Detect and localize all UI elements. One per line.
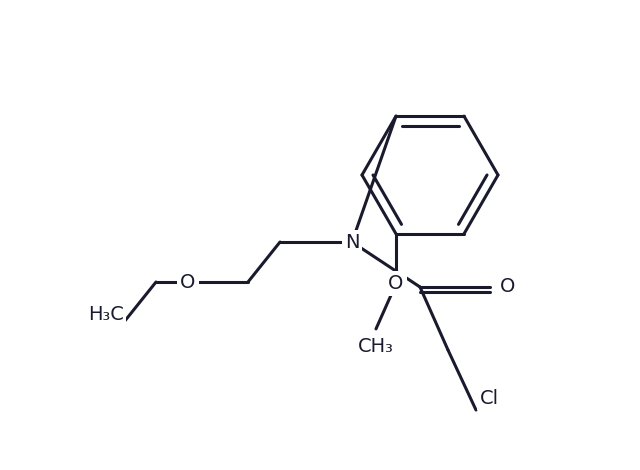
Text: 3: 3 xyxy=(115,303,123,317)
Text: H₃C: H₃C xyxy=(88,305,124,323)
Text: O: O xyxy=(388,274,404,293)
Text: O: O xyxy=(180,273,196,291)
Text: Cl: Cl xyxy=(480,389,499,407)
Text: C: C xyxy=(113,303,126,321)
Text: N: N xyxy=(345,233,359,251)
Text: CH₃: CH₃ xyxy=(358,337,394,356)
Text: O: O xyxy=(500,277,515,297)
Text: H: H xyxy=(109,303,124,321)
